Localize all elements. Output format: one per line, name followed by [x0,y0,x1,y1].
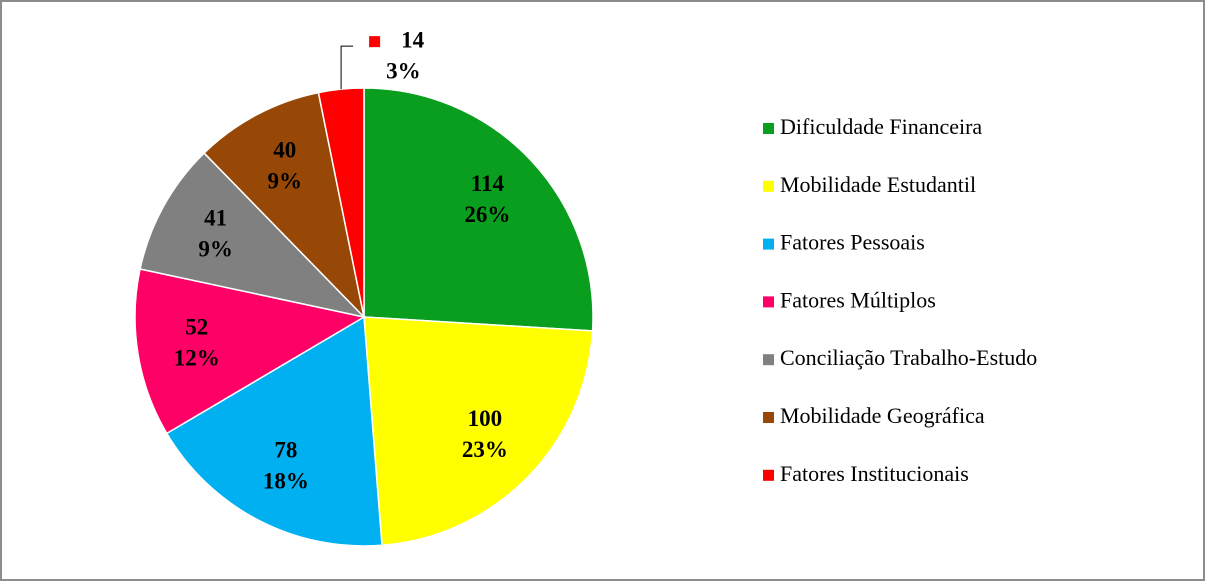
legend-label: Mobilidade Estudantil [780,172,976,197]
legend-label: Mobilidade Geográfica [780,403,985,428]
data-label: 12% [174,345,220,370]
pie-slice [139,151,367,319]
pie-slice [134,268,367,435]
data-label: 114 [471,171,505,196]
legend-label: Fatores Múltiplos [780,287,936,312]
leader-line [340,45,354,90]
pie-slice [317,87,365,318]
data-label: 9% [268,168,303,193]
legend-label: Dificuldade Financeira [780,114,982,139]
data-label: 14 [401,27,425,52]
data-label: 40 [273,137,296,162]
legend-label: Fatores Institucionais [780,461,969,486]
label-key [369,36,381,48]
data-label: 52 [185,314,208,339]
legend-swatch [763,238,774,250]
legend-swatch [763,354,774,366]
legend-swatch [763,469,774,481]
legend-swatch [763,296,774,308]
data-label: 41 [204,205,227,230]
data-label: 78 [274,438,297,463]
legend-label: Conciliação Trabalho-Estudo [780,345,1037,370]
data-label: 100 [468,406,503,431]
legend-label: Fatores Pessoais [780,230,925,255]
data-label: 3% [386,58,421,83]
pie-slice [203,91,366,320]
data-label: 23% [462,437,508,462]
pie-slice [363,87,594,332]
data-label: 26% [464,202,510,227]
pie-slice [165,315,383,547]
legend-swatch [763,412,774,423]
pie-slice [363,316,594,547]
data-label: 18% [263,469,309,494]
legend-swatch [763,180,774,192]
legend-swatch [763,123,774,134]
data-label: 9% [198,236,233,261]
